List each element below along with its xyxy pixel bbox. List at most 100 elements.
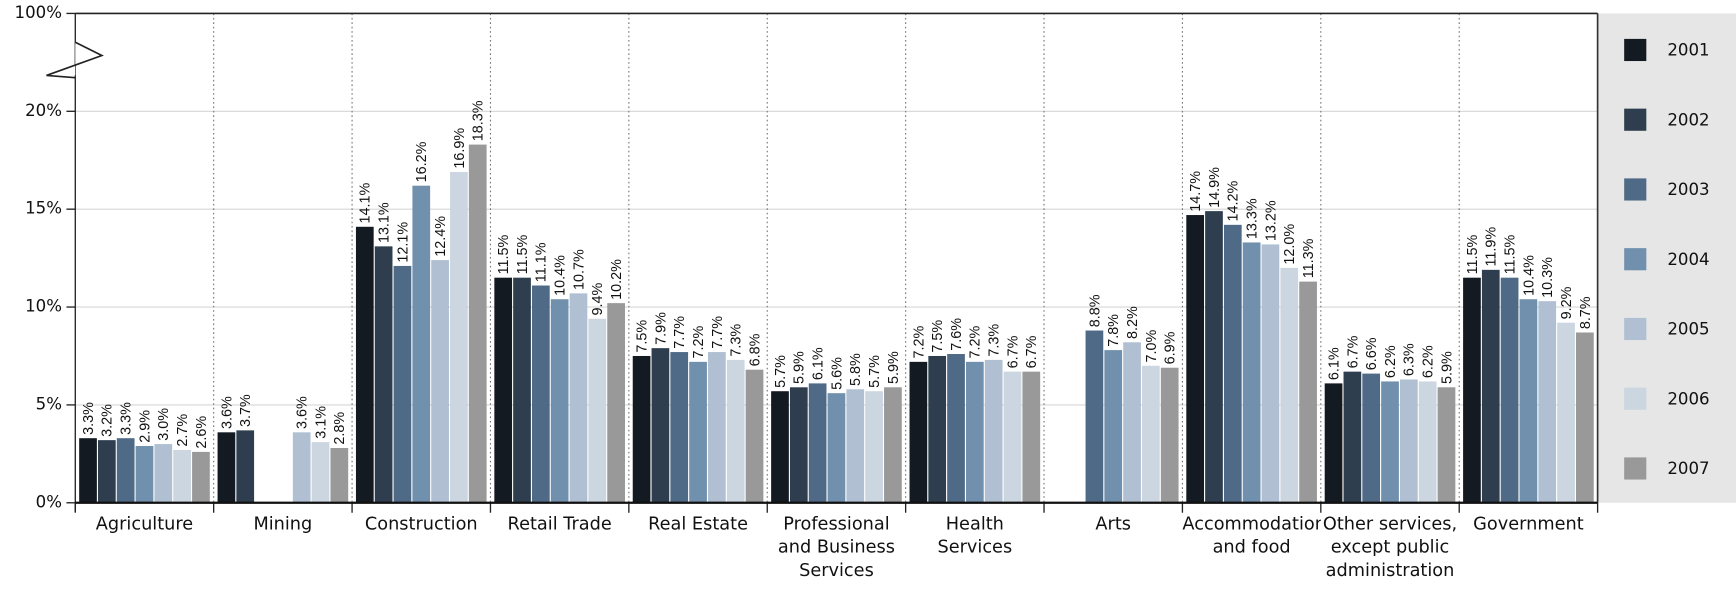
axis-break xyxy=(46,41,104,79)
value-label: 6.3% xyxy=(1402,343,1418,376)
bar xyxy=(173,449,191,503)
bar xyxy=(311,442,330,503)
value-label: 3.6% xyxy=(219,396,235,429)
value-label: 7.5% xyxy=(930,320,946,353)
bar xyxy=(1381,381,1399,503)
bar xyxy=(154,444,173,503)
value-label: 7.7% xyxy=(710,316,726,349)
bar xyxy=(1324,383,1343,503)
bar xyxy=(513,277,531,503)
x-tick-label: Agriculture xyxy=(95,512,194,534)
bar xyxy=(412,185,431,503)
value-label: 5.9% xyxy=(886,351,902,384)
y-tick-label: 0% xyxy=(36,492,62,511)
value-label: 6.2% xyxy=(1383,345,1399,378)
value-label: 16.2% xyxy=(414,141,430,182)
value-label: 7.6% xyxy=(949,318,965,351)
value-label: 2.8% xyxy=(332,412,348,445)
value-label: 18.3% xyxy=(471,100,487,141)
y-tick-label: 15% xyxy=(25,199,62,218)
bar xyxy=(632,355,651,503)
bar xyxy=(808,383,827,503)
legend-label: 2005 xyxy=(1667,320,1709,339)
bar xyxy=(468,144,487,503)
x-label-box: Other services, except public administra… xyxy=(1322,512,1458,581)
bar xyxy=(865,391,883,503)
value-label: 10.4% xyxy=(1521,255,1537,296)
bar xyxy=(97,440,116,503)
value-label: 8.2% xyxy=(1125,306,1141,339)
value-label: 13.3% xyxy=(1245,198,1261,239)
value-label: 6.1% xyxy=(1326,347,1342,380)
value-label: 7.3% xyxy=(987,324,1003,357)
value-label: 12.4% xyxy=(433,216,449,257)
legend-label: 2007 xyxy=(1667,459,1709,478)
value-label: 3.0% xyxy=(156,408,172,441)
bar xyxy=(1519,299,1538,503)
bar xyxy=(217,432,236,503)
legend-swatch xyxy=(1624,178,1647,201)
axis-break-mask xyxy=(46,42,102,76)
bar xyxy=(965,361,984,503)
value-label: 13.2% xyxy=(1263,200,1279,241)
bar xyxy=(1399,379,1418,503)
bar xyxy=(1261,244,1280,503)
value-label: 6.8% xyxy=(747,333,763,366)
bar xyxy=(1242,242,1261,503)
value-label: 6.2% xyxy=(1421,345,1437,378)
value-label: 5.7% xyxy=(867,355,883,388)
value-label: 14.1% xyxy=(358,182,374,223)
value-label: 11.3% xyxy=(1301,238,1317,278)
legend-swatch xyxy=(1624,317,1647,341)
value-label: 2.7% xyxy=(175,414,191,447)
bar xyxy=(531,285,550,503)
bar xyxy=(393,265,412,503)
bar xyxy=(116,438,135,503)
bar xyxy=(355,226,374,503)
bar xyxy=(1022,371,1041,503)
bar xyxy=(236,430,255,503)
value-label: 7.2% xyxy=(691,326,707,359)
bar xyxy=(1085,330,1104,503)
value-label: 11.5% xyxy=(1465,234,1481,274)
bar xyxy=(771,391,789,503)
value-label: 9.4% xyxy=(590,282,606,315)
value-label: 3.7% xyxy=(238,394,254,427)
x-label-box: Arts xyxy=(1095,513,1131,534)
value-label: 11.5% xyxy=(1502,234,1518,274)
value-label: 6.9% xyxy=(1163,331,1179,364)
bar xyxy=(947,354,965,503)
legend-swatch xyxy=(1624,387,1647,410)
value-label: 2.9% xyxy=(137,410,153,443)
bar xyxy=(588,318,607,503)
legend-label: 2002 xyxy=(1667,110,1709,129)
bar xyxy=(909,361,928,503)
bar xyxy=(846,389,865,503)
value-label: 5.7% xyxy=(773,355,789,388)
bar xyxy=(884,387,902,503)
value-label: 14.9% xyxy=(1207,167,1223,208)
y-tick-label: 20% xyxy=(25,101,62,120)
value-label: 12.1% xyxy=(395,222,411,263)
value-label: 11.9% xyxy=(1484,227,1500,267)
x-tick-label: Other services, except public administra… xyxy=(1322,512,1458,581)
value-label: 3.3% xyxy=(81,402,97,435)
value-label: 5.9% xyxy=(1439,351,1455,384)
bar xyxy=(1299,281,1317,503)
bar xyxy=(1142,365,1160,503)
value-label: 7.2% xyxy=(968,326,984,359)
value-label: 5.9% xyxy=(792,351,808,384)
legend-label: 2001 xyxy=(1667,41,1709,60)
bar xyxy=(651,348,670,503)
bar xyxy=(550,299,569,503)
x-label-box: Real Estate xyxy=(648,513,748,534)
bar xyxy=(135,446,154,503)
bar xyxy=(1160,367,1179,503)
value-label: 16.9% xyxy=(452,128,468,169)
y-tick-label: 10% xyxy=(25,297,62,316)
value-label: 6.7% xyxy=(1345,335,1361,368)
x-tick-label: Accommodation and food xyxy=(1182,512,1321,558)
value-label: 3.3% xyxy=(119,402,135,435)
value-label: 6.1% xyxy=(811,347,827,380)
x-tick-label: Health Services xyxy=(937,512,1013,558)
